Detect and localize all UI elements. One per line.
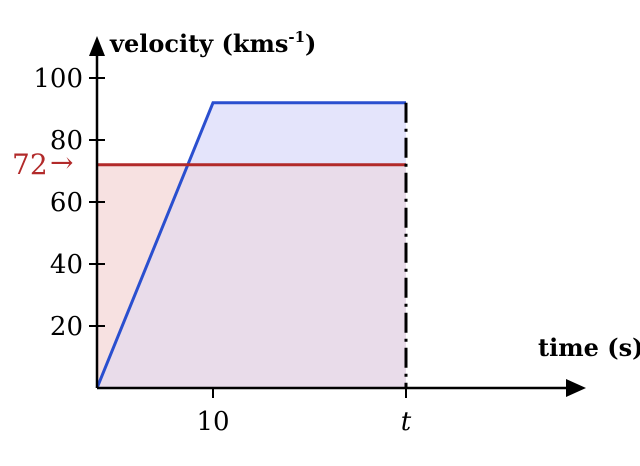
- overlap-area-fill: [97, 164, 406, 388]
- y-tick-label: 40: [50, 250, 83, 280]
- y-tick-label: 20: [50, 312, 83, 342]
- y-tick-label: 80: [50, 126, 83, 156]
- marker-72-label: 72: [12, 148, 48, 181]
- x-ticks: 10 t: [196, 388, 412, 437]
- x-tick-label: t: [401, 407, 412, 437]
- y-axis-title: velocity (kms-1): [109, 28, 316, 58]
- y-axis-title-exponent: -1: [288, 28, 305, 46]
- y-axis-title-close: ): [305, 29, 316, 58]
- y-ticks: 20 40 60 80 100: [33, 64, 105, 342]
- x-axis-arrowhead: [566, 379, 586, 397]
- blue-velocity-line: [95, 101, 406, 389]
- y-tick-label: 60: [50, 188, 83, 218]
- x-tick-label: 10: [196, 407, 229, 437]
- marker-arrow-icon: →: [50, 146, 73, 179]
- x-axis-title: time (s): [538, 333, 640, 362]
- y-axis-arrowhead: [89, 36, 105, 56]
- y-tick-label: 100: [33, 64, 83, 94]
- y-axis-title-main: velocity (kms: [109, 29, 288, 58]
